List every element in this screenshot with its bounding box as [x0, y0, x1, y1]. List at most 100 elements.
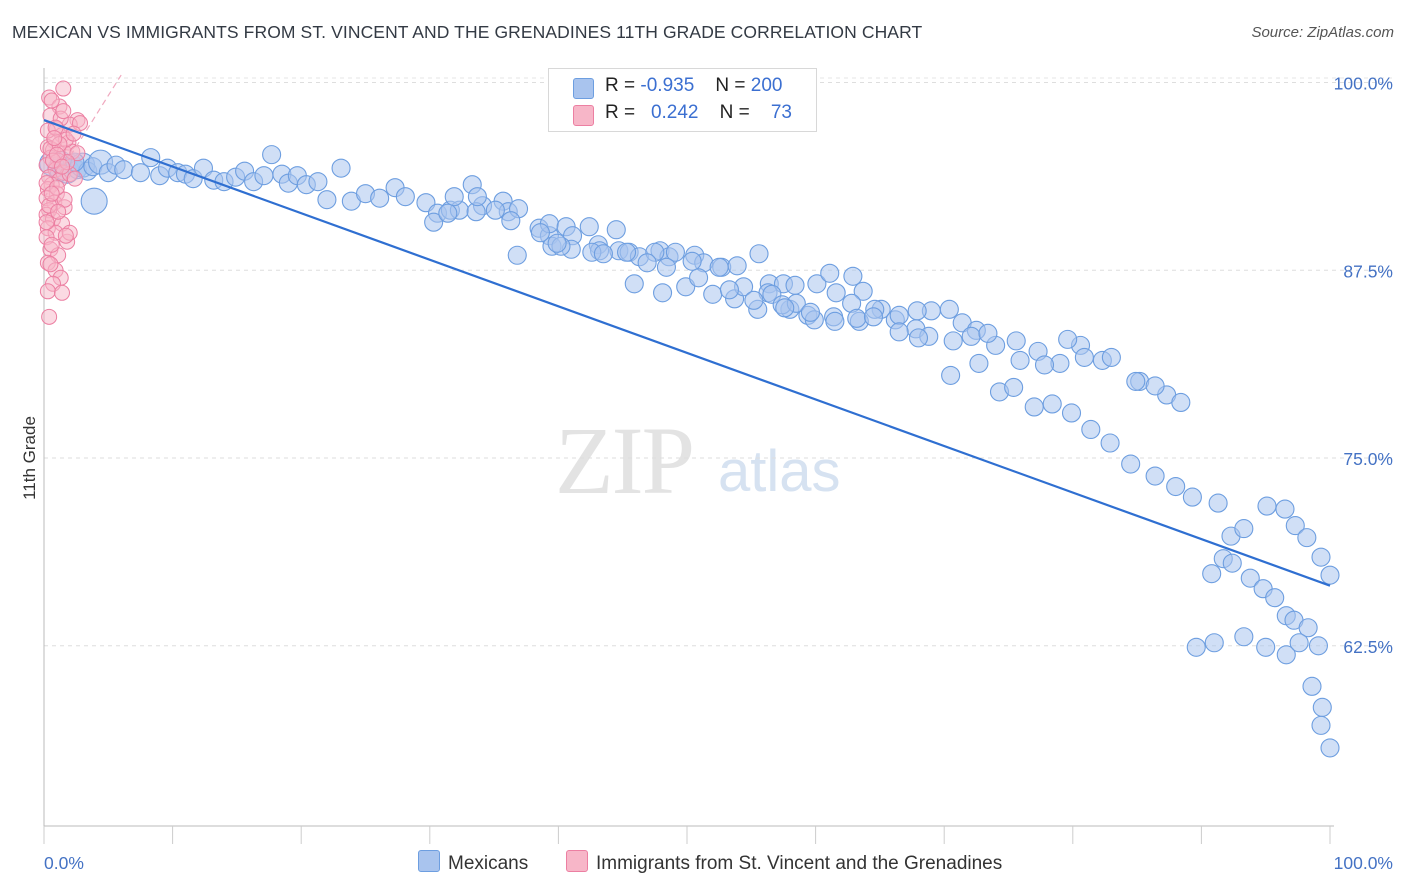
- data-point-mexicans: [665, 242, 685, 262]
- chart-title: MEXICAN VS IMMIGRANTS FROM ST. VINCENT A…: [12, 22, 923, 42]
- data-point-mexicans: [547, 233, 567, 253]
- data-point-mexicans: [424, 212, 444, 232]
- data-point-mexicans: [1202, 564, 1222, 584]
- data-point-mexicans: [114, 160, 134, 180]
- data-point-mexicans: [1311, 715, 1331, 735]
- trend-line-st-vincent: [43, 74, 122, 199]
- data-point-mexicans: [624, 274, 644, 294]
- y-tick-label: 62.5%: [1343, 637, 1393, 657]
- data-point-st-vincent: [41, 308, 58, 325]
- series-mexicans: [39, 145, 1340, 758]
- legend-r-label: R =: [605, 75, 636, 96]
- x-tick-label: 0.0%: [44, 853, 84, 873]
- data-point-mexicans: [1257, 496, 1277, 516]
- data-point-mexicans: [130, 163, 150, 183]
- data-point-mexicans: [889, 305, 909, 325]
- data-point-mexicans: [370, 188, 390, 208]
- watermark-atlas: atlas: [718, 439, 841, 504]
- watermark-zip: ZIP: [555, 407, 695, 514]
- axis-labels: 62.5% 75.0% 87.5% 100.0% 0.0% 100.0% 11th Grad…: [20, 74, 1393, 873]
- data-point-mexicans: [1208, 493, 1228, 513]
- data-point-mexicans: [254, 166, 274, 186]
- data-point-st-vincent: [43, 236, 60, 253]
- trend-line-mexicans: [43, 119, 1331, 587]
- data-point-mexicans: [501, 211, 521, 231]
- legend-n-label: N =: [719, 102, 750, 123]
- legend-n-label: N =: [715, 75, 746, 96]
- data-point-mexicans: [317, 190, 337, 210]
- data-point-mexicans: [1010, 350, 1030, 370]
- data-point-mexicans: [709, 257, 729, 277]
- data-point-mexicans: [1240, 568, 1260, 588]
- data-point-st-vincent: [66, 170, 83, 187]
- data-point-mexicans: [1034, 355, 1055, 375]
- data-point-mexicans: [1024, 397, 1044, 417]
- data-point-mexicans: [653, 283, 673, 303]
- data-point-mexicans: [1061, 403, 1082, 423]
- data-point-mexicans: [843, 266, 863, 286]
- legend-r-value: 0.242: [650, 102, 699, 123]
- data-point-mexicans: [1234, 627, 1254, 647]
- data-point-mexicans: [617, 242, 637, 262]
- data-point-mexicans: [689, 268, 709, 288]
- data-point-mexicans: [800, 302, 821, 322]
- data-point-mexicans: [1311, 547, 1331, 567]
- data-point-mexicans: [820, 263, 840, 283]
- source-label: Source: ZipAtlas.com: [1251, 24, 1394, 41]
- data-point-mexicans: [807, 274, 827, 294]
- data-point-st-vincent: [57, 227, 74, 244]
- data-point-mexicans: [1166, 477, 1186, 497]
- data-point-mexicans: [579, 217, 599, 237]
- data-point-mexicans: [438, 203, 458, 223]
- data-point-mexicans: [941, 365, 961, 385]
- data-point-mexicans: [395, 187, 415, 207]
- data-point-mexicans: [969, 353, 989, 373]
- bottom-legend-label: Mexicans: [448, 853, 529, 874]
- data-point-mexicans: [1145, 376, 1165, 396]
- data-point-mexicans: [749, 244, 769, 264]
- data-point-mexicans: [1312, 697, 1332, 717]
- data-point-mexicans: [262, 145, 282, 165]
- data-point-mexicans: [1126, 371, 1146, 391]
- data-point-st-vincent: [55, 80, 72, 97]
- data-point-mexicans: [80, 187, 108, 215]
- trend-lines: [43, 74, 1331, 587]
- data-point-mexicans: [889, 322, 909, 342]
- data-point-mexicans: [1285, 516, 1305, 536]
- data-point-mexicans: [1275, 499, 1295, 519]
- data-point-mexicans: [1182, 487, 1202, 507]
- data-point-mexicans: [1265, 588, 1285, 608]
- data-point-mexicans: [978, 323, 998, 343]
- series-st-vincent: [38, 80, 89, 325]
- bottom-legend-mexicans: Mexicans: [418, 850, 528, 875]
- data-point-mexicans: [1320, 738, 1340, 758]
- data-point-mexicans: [331, 158, 351, 178]
- data-point-mexicans: [606, 220, 626, 240]
- legend-row-mexicans: R = -0.935 N = 200: [573, 75, 782, 101]
- data-point-mexicans: [1289, 633, 1309, 653]
- data-point-mexicans: [1308, 636, 1328, 656]
- legend-r-label: R =: [605, 102, 636, 123]
- data-point-mexicans: [863, 307, 884, 327]
- data-point-mexicans: [1074, 347, 1094, 367]
- data-point-mexicans: [943, 331, 963, 351]
- data-point-mexicans: [1256, 637, 1276, 657]
- data-point-mexicans: [1006, 331, 1026, 351]
- bottom-swatch-blue: [418, 850, 440, 872]
- data-point-st-vincent: [50, 203, 67, 220]
- data-point-st-vincent: [38, 214, 55, 231]
- data-point-mexicans: [1081, 419, 1101, 440]
- data-point-mexicans: [593, 244, 613, 264]
- data-point-mexicans: [1042, 394, 1062, 414]
- data-point-mexicans: [530, 223, 550, 243]
- data-point-mexicans: [1276, 645, 1296, 665]
- y-tick-label: 100.0%: [1334, 74, 1393, 94]
- data-point-mexicans: [1222, 553, 1242, 573]
- bottom-swatch-pink: [566, 850, 588, 872]
- data-point-st-vincent: [46, 130, 63, 147]
- legend-r-value: -0.935: [640, 75, 695, 96]
- data-point-st-vincent: [43, 92, 60, 109]
- data-point-mexicans: [775, 298, 795, 318]
- data-point-mexicans: [507, 245, 527, 265]
- data-point-mexicans: [485, 200, 505, 220]
